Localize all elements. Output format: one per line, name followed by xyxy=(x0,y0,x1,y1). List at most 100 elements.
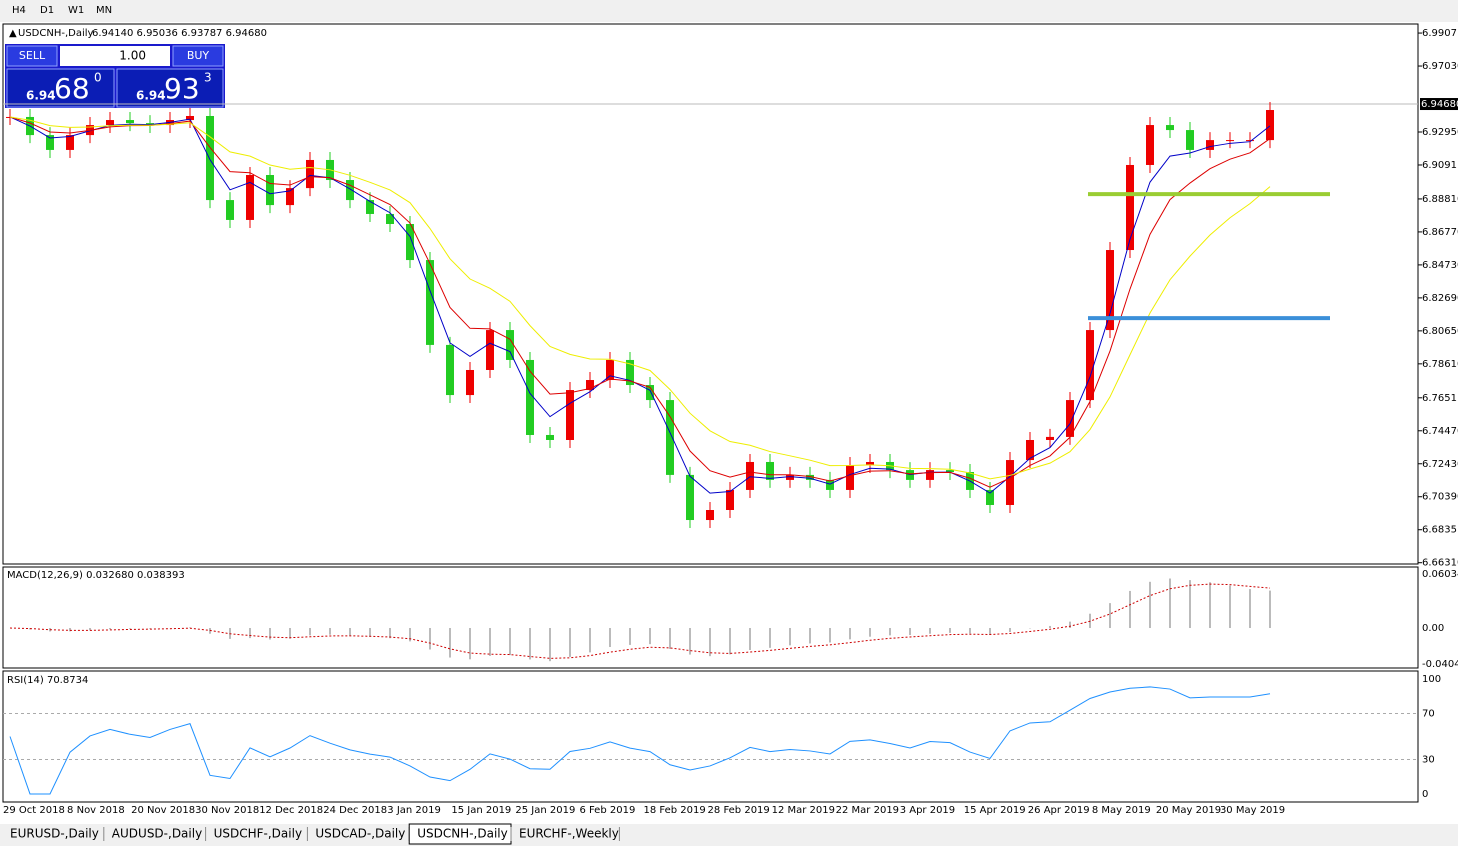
symbol-marker: ▲ xyxy=(9,28,17,39)
ohlc: 6.94140 6.95036 6.93787 6.94680 xyxy=(92,28,267,39)
ask-frac: 3 xyxy=(204,71,212,85)
rsi-tick-label: 70 xyxy=(1422,709,1435,720)
candle xyxy=(66,135,74,150)
candle xyxy=(866,461,874,466)
timeframe-button[interactable]: H4 xyxy=(12,5,26,16)
y-tick-label: 6.9907 xyxy=(1422,28,1457,39)
lots-text[interactable]: 1.00 xyxy=(119,49,146,63)
macd-label: MACD(12,26,9) 0.032680 0.038393 xyxy=(7,570,185,581)
candle xyxy=(106,120,114,126)
x-tick-label: 3 Apr 2019 xyxy=(900,805,955,816)
candle xyxy=(226,200,234,220)
toolbar xyxy=(0,0,1458,22)
x-tick-label: 25 Jan 2019 xyxy=(515,805,575,816)
candle xyxy=(1006,460,1014,505)
current-price-label: 6.94680 xyxy=(1421,99,1458,110)
rsi-tick-label: 30 xyxy=(1422,754,1435,765)
timeframe-button[interactable]: W1 xyxy=(68,5,84,16)
ma-slow xyxy=(9,116,1271,480)
candle xyxy=(946,470,954,473)
x-tick-label: 20 May 2019 xyxy=(1156,805,1221,816)
candle xyxy=(666,400,674,475)
y-tick-label: 6.7651 xyxy=(1422,393,1457,404)
bid-box[interactable] xyxy=(6,68,115,108)
ask-box[interactable] xyxy=(116,68,224,108)
macd-tick-label: 0.060342 xyxy=(1422,569,1458,580)
y-tick-label: 6.88810 xyxy=(1422,194,1458,205)
candle xyxy=(986,489,994,505)
candle xyxy=(566,390,574,440)
candle xyxy=(1266,110,1274,141)
y-tick-label: 6.84730 xyxy=(1422,260,1458,271)
candle xyxy=(366,200,374,214)
bid-pips: 68 xyxy=(54,72,90,105)
candle xyxy=(1086,330,1094,401)
tab[interactable]: EURCHF-,Weekly xyxy=(519,827,619,841)
candle xyxy=(406,223,414,261)
tab[interactable]: AUDUSD-,Daily xyxy=(112,827,202,841)
candle xyxy=(846,465,854,490)
bid-big: 6.94 xyxy=(26,89,56,103)
candle xyxy=(426,260,434,345)
buy-button[interactable] xyxy=(172,45,224,67)
timeframe-button[interactable]: MN xyxy=(96,5,112,16)
candle xyxy=(146,123,154,126)
tab[interactable]: USDCNH-,Daily xyxy=(417,827,508,841)
x-tick-label: 12 Dec 2018 xyxy=(259,805,323,816)
y-tick-label: 6.74470 xyxy=(1422,426,1458,437)
x-tick-label: 6 Feb 2019 xyxy=(579,805,635,816)
trade-panel: SELL 1.00 BUY 6.94 68 0 6.94 93 3 xyxy=(5,44,225,108)
candle xyxy=(546,434,554,440)
y-tick-label: 6.78610 xyxy=(1422,359,1458,370)
x-tick-label: 12 Mar 2019 xyxy=(772,805,835,816)
x-tick-label: 18 Feb 2019 xyxy=(644,805,706,816)
candle xyxy=(686,474,694,521)
candle xyxy=(446,344,454,396)
candle xyxy=(766,461,774,480)
chart-title: USDCNH-,Daily xyxy=(18,28,94,39)
y-tick-label: 6.86770 xyxy=(1422,227,1458,238)
candle xyxy=(1046,436,1054,440)
candle xyxy=(1126,164,1134,251)
macd-tick-label: 0.00 xyxy=(1422,623,1444,634)
candle xyxy=(926,470,934,480)
sell-button[interactable] xyxy=(6,45,58,67)
candle xyxy=(826,479,834,490)
tab[interactable]: USDCAD-,Daily xyxy=(315,827,405,841)
ma-fast xyxy=(9,116,1271,494)
candle xyxy=(806,474,814,480)
candle xyxy=(1246,140,1254,142)
sell-text[interactable]: SELL xyxy=(19,49,46,62)
rsi-line xyxy=(9,686,1271,795)
rsi-label: RSI(14) 70.8734 xyxy=(7,675,88,686)
main-chart-frame xyxy=(2,23,1419,565)
candle xyxy=(206,115,214,201)
x-tick-label: 28 Feb 2019 xyxy=(708,805,770,816)
candle xyxy=(606,359,614,381)
candle xyxy=(1106,250,1114,331)
tab[interactable]: EURUSD-,Daily xyxy=(10,827,99,841)
x-tick-label: 30 Nov 2018 xyxy=(195,805,259,816)
x-tick-label: 15 Jan 2019 xyxy=(451,805,511,816)
candle xyxy=(386,213,394,224)
lots-input[interactable] xyxy=(60,46,170,66)
candle xyxy=(1026,439,1034,461)
y-tick-label: 6.92950 xyxy=(1422,127,1458,138)
buy-text[interactable]: BUY xyxy=(187,49,210,62)
y-tick-label: 6.6835 xyxy=(1422,525,1457,536)
candle xyxy=(1226,140,1234,142)
tab-bar xyxy=(0,824,1458,846)
macd-signal xyxy=(9,583,1271,659)
timeframe-button[interactable]: D1 xyxy=(40,5,54,16)
bid-frac: 0 xyxy=(94,71,102,85)
candle xyxy=(786,474,794,480)
candle xyxy=(126,120,134,124)
candle xyxy=(1186,130,1194,150)
tab[interactable]: USDCHF-,Daily xyxy=(214,827,302,841)
candle xyxy=(706,510,714,521)
current-price-box xyxy=(1420,98,1458,111)
candle xyxy=(506,330,514,360)
ma-mid xyxy=(9,116,1271,488)
